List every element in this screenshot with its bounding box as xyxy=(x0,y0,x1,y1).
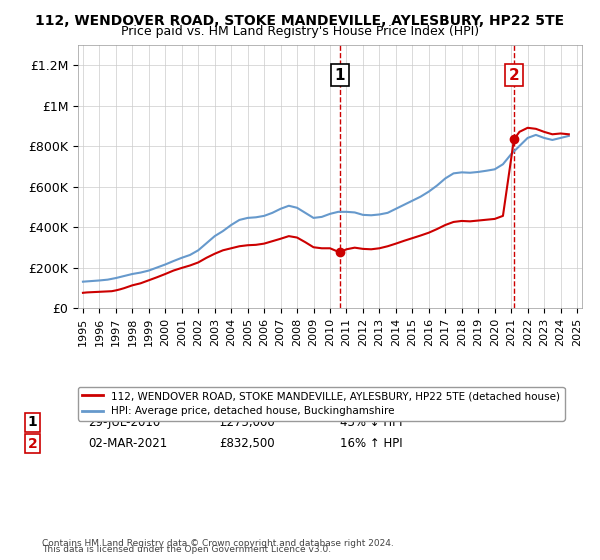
Text: Price paid vs. HM Land Registry's House Price Index (HPI): Price paid vs. HM Land Registry's House … xyxy=(121,25,479,38)
Text: 2: 2 xyxy=(28,437,38,451)
Legend: 112, WENDOVER ROAD, STOKE MANDEVILLE, AYLESBURY, HP22 5TE (detached house), HPI:: 112, WENDOVER ROAD, STOKE MANDEVILLE, AY… xyxy=(78,387,565,421)
Text: 29-JUL-2010: 29-JUL-2010 xyxy=(88,416,160,429)
Text: 1: 1 xyxy=(28,416,38,430)
Text: Contains HM Land Registry data © Crown copyright and database right 2024.: Contains HM Land Registry data © Crown c… xyxy=(42,539,394,548)
Text: 112, WENDOVER ROAD, STOKE MANDEVILLE, AYLESBURY, HP22 5TE: 112, WENDOVER ROAD, STOKE MANDEVILLE, AY… xyxy=(35,14,565,28)
Text: 16% ↑ HPI: 16% ↑ HPI xyxy=(340,437,403,450)
Text: 43% ↓ HPI: 43% ↓ HPI xyxy=(340,416,403,429)
Text: 1: 1 xyxy=(334,68,345,83)
Text: 02-MAR-2021: 02-MAR-2021 xyxy=(88,437,167,450)
Text: 2: 2 xyxy=(509,68,520,83)
Text: £832,500: £832,500 xyxy=(219,437,275,450)
Text: This data is licensed under the Open Government Licence v3.0.: This data is licensed under the Open Gov… xyxy=(42,545,331,554)
Text: £275,000: £275,000 xyxy=(219,416,275,429)
